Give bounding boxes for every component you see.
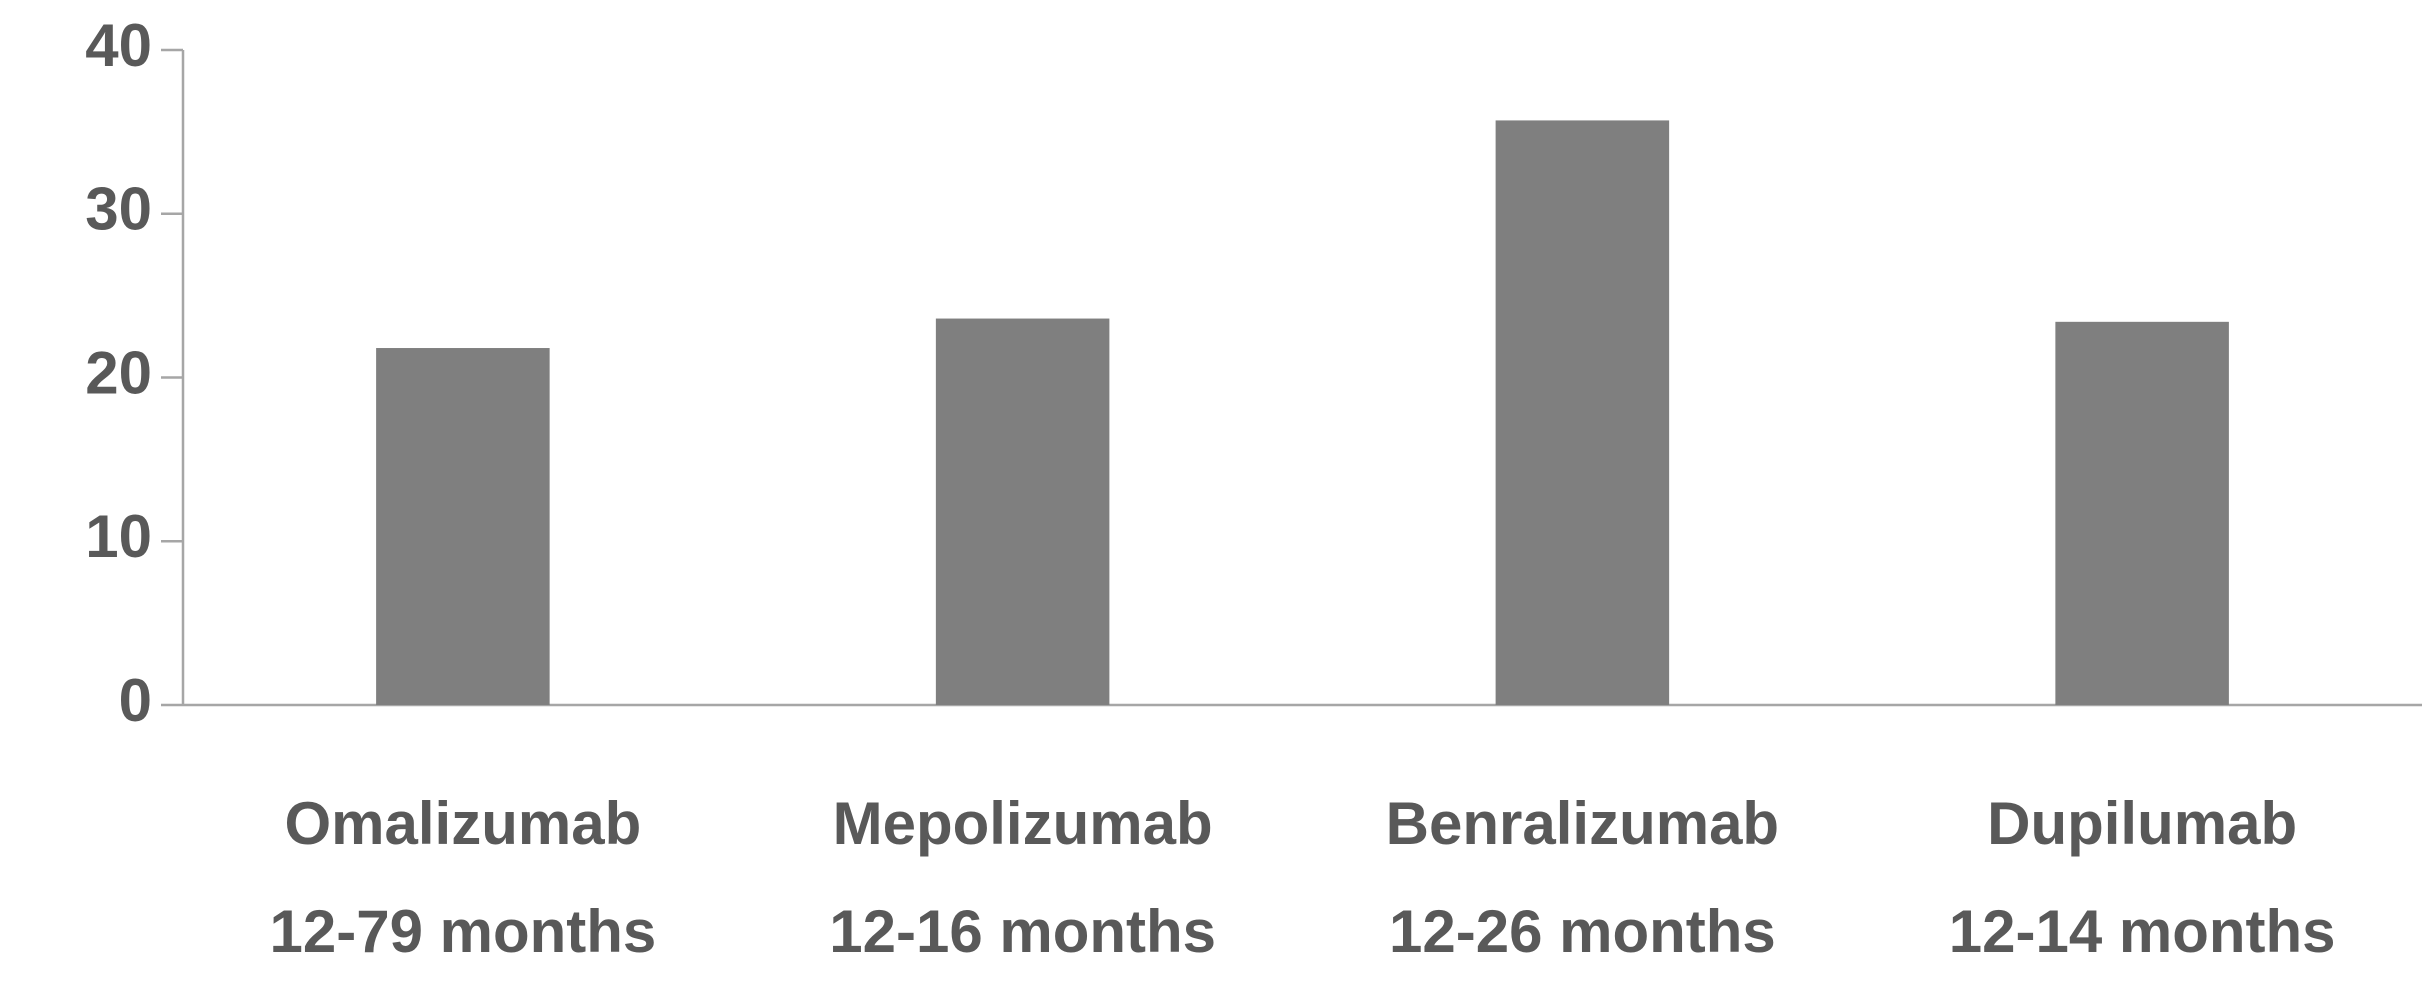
bar	[1495, 120, 1670, 706]
y-tick-label: 0	[119, 667, 152, 734]
x-tick-label: Mepolizumab	[833, 790, 1213, 857]
y-tick-label: 30	[85, 176, 152, 243]
y-tick-label: 20	[85, 339, 152, 406]
bar	[2055, 321, 2229, 705]
y-tick-label: 40	[85, 12, 152, 79]
x-tick-label: Dupilumab	[1987, 790, 2297, 857]
x-tick-label: 12-79 months	[269, 898, 656, 965]
x-tick-label: Omalizumab	[285, 790, 642, 857]
x-tick-label: 12-16 months	[829, 898, 1216, 965]
y-tick-label: 10	[85, 503, 152, 570]
bar	[935, 318, 1110, 705]
x-tick-label: Benralizumab	[1386, 790, 1779, 857]
x-tick-label: 12-14 months	[1949, 898, 2336, 965]
x-tick-label: 12-26 months	[1389, 898, 1776, 965]
bar	[376, 348, 550, 705]
